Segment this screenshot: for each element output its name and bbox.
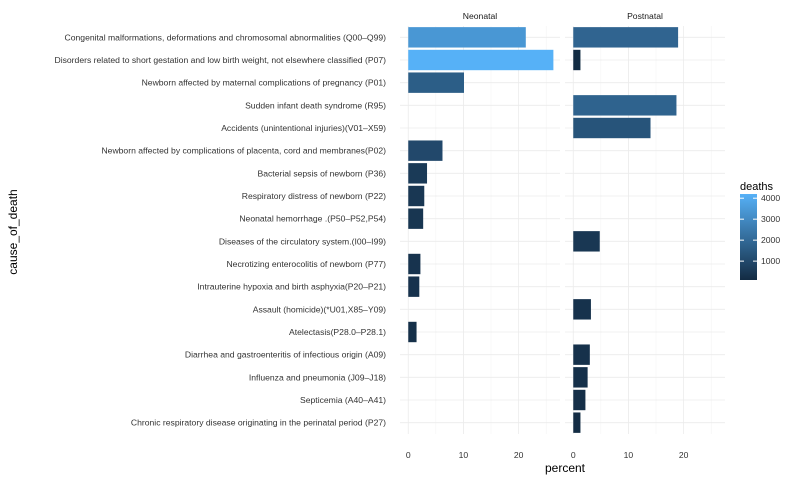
y-tick-label: Influenza and pneumonia (J09–J18) [249,372,386,382]
color-legend: deaths 1000 2000 3000 4000 [740,181,780,280]
y-tick-labels: Congenital malformations, deformations a… [54,32,386,427]
y-tick-label: Assault (homicide)(*U01,X85–Y09) [253,304,386,314]
bar [408,72,464,93]
bar [573,27,679,48]
facet-panels: Neonatal Postnatal [400,11,725,434]
y-tick-label: Sudden infant death syndrome (R95) [245,100,386,110]
x-tick-label: 10 [624,450,634,460]
bar [408,163,428,184]
legend-label: 2000 [761,235,780,245]
legend-label: 3000 [761,214,780,224]
bar [408,321,417,343]
y-tick-label: Congenital malformations, deformations a… [65,32,387,42]
bar [408,208,424,229]
y-tick-label: Respiratory distress of newborn (P22) [242,191,386,201]
y-tick-label: Newborn affected by complications of pla… [101,146,386,156]
bar [408,27,526,48]
y-tick-label: Newborn affected by maternal complicatio… [142,78,387,88]
x-tick-label: 0 [406,450,411,460]
bar [573,299,591,320]
x-tick-label: 0 [571,450,576,460]
legend-title: deaths [740,181,774,193]
bar [573,117,651,139]
x-tick-label: 20 [514,450,524,460]
bar [408,276,420,297]
y-tick-label: Chronic respiratory disease originating … [131,418,386,428]
y-axis-title: cause_of_death [6,189,20,274]
y-tick-label: Atelectasis(P28.0–P28.1) [289,327,386,337]
y-tick-label: Disorders related to short gestation and… [54,55,386,65]
bar [573,344,590,365]
bar [408,185,425,207]
y-tick-label: Accidents (unintentional injuries)(V01–X… [221,123,386,133]
x-tick-labels: 0 10 20 0 10 20 [406,450,689,460]
legend-colorbar [740,194,757,280]
bar [573,49,581,71]
y-tick-label: Bacterial sepsis of newborn (P36) [258,168,387,178]
bar [408,253,421,275]
bar [573,367,588,388]
x-axis-title: percent [545,461,586,475]
x-tick-label: 10 [459,450,469,460]
bar [573,231,600,252]
bar [408,49,554,71]
y-tick-label: Intrauterine hypoxia and birth asphyxia(… [197,282,386,292]
y-tick-label: Necrotizing enterocolitis of newborn (P7… [226,259,386,269]
bar [408,140,443,161]
y-tick-label: Septicemia (A40–A41) [300,395,386,405]
bar [573,95,677,116]
y-tick-label: Neonatal hemorrhage .(P50–P52,P54) [239,214,386,224]
bar [573,412,581,433]
bar [573,389,586,411]
legend-label: 1000 [761,256,780,266]
facet-strip-label: Neonatal [463,11,497,21]
legend-label: 4000 [761,193,780,203]
y-tick-label: Diseases of the circulatory system.(I00–… [219,236,386,246]
panel-neonatal: Neonatal [400,11,560,434]
y-tick-label: Diarrhea and gastroenteritis of infectio… [185,350,386,360]
x-tick-label: 20 [679,450,689,460]
facet-strip-label: Postnatal [627,11,663,21]
panel-postnatal: Postnatal [565,11,725,434]
